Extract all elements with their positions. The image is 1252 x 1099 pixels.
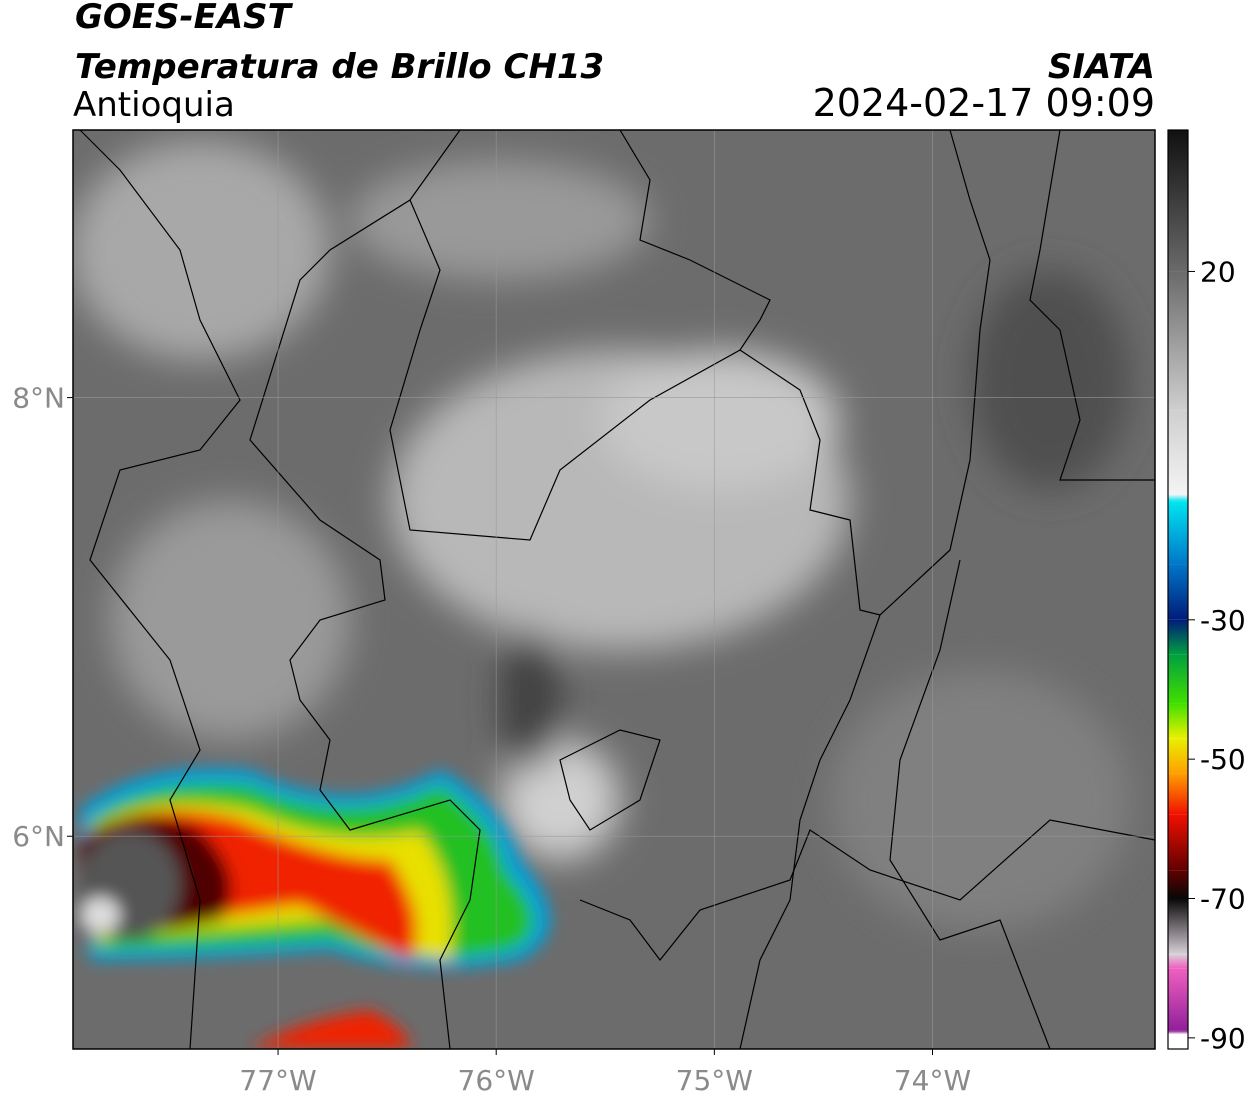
title: GOES-EAST — [75, 0, 294, 37]
lon-tick-label: 74°W — [894, 1064, 971, 1097]
colorbar-frame — [1167, 129, 1189, 1050]
lon-tick-label: 76°W — [458, 1064, 535, 1097]
storm — [80, 768, 550, 1049]
colorbar-segment — [1168, 130, 1188, 272]
borders — [79, 130, 1155, 1049]
satellite-image — [73, 130, 1155, 1049]
colorbar-segment — [1168, 773, 1188, 815]
clouds — [73, 140, 1130, 930]
map-frame — [72, 129, 1156, 1050]
datetime: 2024-02-17 09:09 — [813, 81, 1155, 125]
lat-tick-label: 6°N — [12, 820, 65, 853]
colorbar-segment — [1168, 968, 1188, 1031]
colorbar-segment — [1168, 654, 1188, 704]
agency: SIATA — [1048, 47, 1155, 87]
colorbar-segment — [1168, 898, 1188, 955]
colorbar-segment — [1168, 494, 1188, 502]
colorbar-segment — [1168, 410, 1188, 495]
colorbar-segment — [1168, 564, 1188, 620]
colorbar-tick-label: -30 — [1200, 604, 1246, 637]
colorbar-segment — [1168, 870, 1188, 899]
colorbar-segment — [1168, 738, 1188, 774]
colorbar-segment — [1168, 619, 1188, 655]
graticule — [73, 130, 1155, 1049]
colorbar-segment — [1168, 271, 1188, 411]
colorbar-tick-label: -50 — [1200, 743, 1246, 776]
colorbar-tick-label: -70 — [1200, 883, 1246, 916]
colorbar-segment — [1168, 1034, 1188, 1049]
region: Antioquia — [73, 85, 235, 125]
subtitle: Temperatura de Brillo CH13 — [75, 47, 604, 87]
colorbar-segment — [1168, 501, 1188, 565]
colorbar-segment — [1168, 703, 1188, 739]
lon-tick-label: 75°W — [676, 1064, 753, 1097]
colorbar-segment — [1168, 1030, 1188, 1035]
colorbar-segment — [1168, 954, 1188, 969]
colorbar-tick-label: -90 — [1200, 1022, 1246, 1055]
colorbar — [1168, 130, 1188, 1049]
lon-tick-label: 77°W — [239, 1064, 316, 1097]
colorbar-tick-label: 20 — [1200, 255, 1236, 288]
lat-tick-label: 8°N — [12, 382, 65, 415]
colorbar-segment — [1168, 814, 1188, 871]
